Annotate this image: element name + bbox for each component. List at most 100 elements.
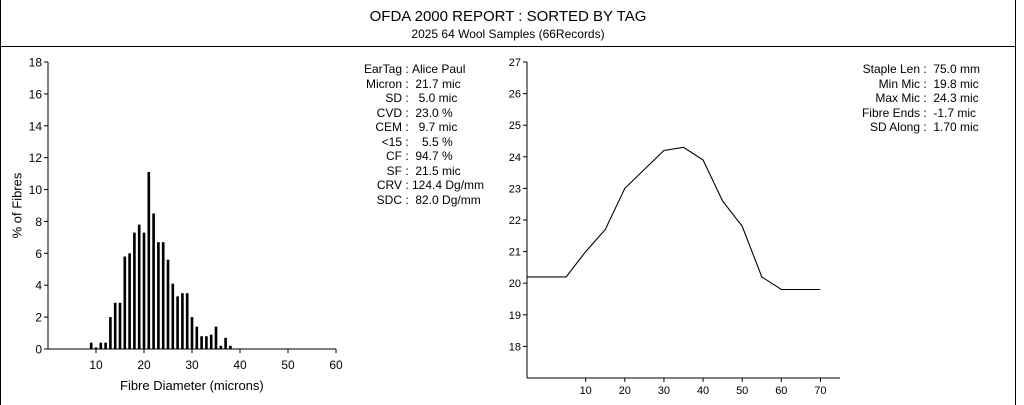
fibre-stat-label: CF: [386, 149, 402, 163]
histogram-bar: [99, 342, 103, 349]
histogram-bar: [181, 293, 184, 349]
histogram-y-tick-label: 8: [35, 215, 42, 229]
histogram-bar: [157, 242, 160, 349]
profile-x-tick-label: 30: [658, 385, 670, 397]
staple-stat-separator: :: [923, 76, 927, 91]
histogram-y-tick-label: 16: [29, 87, 43, 101]
histogram-bar: [123, 256, 127, 349]
fibre-stat-value: 21.5 mic: [412, 163, 461, 178]
histogram-y-tick-label: 4: [35, 279, 42, 293]
fibre-stat-value: 21.7 mic: [412, 76, 461, 91]
histogram-bar: [176, 296, 179, 349]
fibre-stat-label: EarTag: [363, 62, 402, 76]
histogram-x-axis-label: Fibre Diameter (microns): [120, 378, 264, 393]
histogram-bar: [190, 317, 194, 349]
fibre-stat-row: SF: 21.5 mic: [340, 164, 484, 179]
fibre-stat-row: EarTag: Alice Paul: [340, 62, 484, 77]
histogram-y-tick-label: 18: [29, 56, 43, 70]
fibre-stat-label: SDC: [376, 192, 402, 207]
histogram-bar: [152, 213, 155, 349]
profile-y-tick-label: 27: [509, 57, 521, 69]
fibre-stat-value: 94.7 %: [412, 149, 453, 163]
profile-y-tick-label: 23: [509, 183, 521, 195]
histogram-x-tick-label: 50: [281, 358, 295, 372]
histogram-y-tick-label: 10: [29, 183, 43, 197]
profile-y-tick-label: 25: [509, 120, 521, 132]
fibre-stat-value: 124.4 Dg/mm: [412, 178, 485, 192]
profile-y-tick-label: 21: [509, 247, 521, 259]
histogram-bar: [219, 345, 223, 349]
fibre-stat-row: SD: 5.0 mic: [340, 91, 484, 106]
fibre-stat-row: CF: 94.7 %: [340, 149, 484, 164]
fibre-stat-row: CEM: 9.7 mic: [340, 120, 484, 135]
staple-stat-value: -1.7 mic: [930, 105, 977, 120]
histogram-x-tick-label: 20: [137, 358, 151, 372]
fibre-stat-separator: :: [405, 105, 409, 120]
fibre-stat-separator: :: [405, 178, 409, 192]
fibre-stat-row: <15: 5.5 %: [340, 135, 484, 150]
profile-y-tick-label: 22: [509, 215, 521, 227]
histogram-y-tick-label: 12: [29, 151, 43, 165]
staple-stat-value: 1.70 mic: [930, 120, 979, 134]
fibre-stat-row: SDC: 82.0 Dg/mm: [340, 193, 484, 208]
fibre-stat-row: Micron: 21.7 mic: [340, 77, 484, 92]
fibre-stat-separator: :: [405, 120, 409, 134]
report-subtitle: 2025 64 Wool Samples (66Records): [411, 27, 605, 41]
histogram-bar: [171, 283, 175, 349]
histogram-bar: [137, 224, 141, 349]
fibre-stat-value: 5.5 %: [412, 134, 453, 149]
histogram-bar: [104, 342, 107, 349]
profile-x-tick-label: 50: [736, 385, 748, 397]
histogram-bar: [214, 326, 218, 349]
histogram-x-tick-label: 10: [89, 358, 103, 372]
histogram-bar: [133, 232, 136, 349]
fibre-stat-value: Alice Paul: [412, 62, 466, 76]
histogram-bar: [185, 293, 189, 349]
staple-stat-row: Max Mic: 24.3 mic: [830, 91, 980, 106]
profile-x-tick-label: 40: [697, 385, 709, 397]
report-header: OFDA 2000 REPORT : SORTED BY TAG 2025 64…: [0, 0, 1016, 47]
histogram-x-tick-label: 30: [185, 358, 199, 372]
fibre-stat-value: 9.7 mic: [412, 120, 458, 134]
fibre-stat-separator: :: [405, 62, 409, 76]
histogram-bar: [166, 259, 170, 349]
staple-stat-separator: :: [923, 62, 927, 76]
histogram-bar: [205, 336, 208, 349]
histogram-bar: [200, 336, 203, 349]
staple-stat-value: 75.0 mm: [930, 62, 981, 76]
fibre-stat-row: CVD: 23.0 %: [340, 106, 484, 121]
histogram-x-tick-label: 40: [233, 358, 247, 372]
histogram-bar: [195, 326, 199, 349]
histogram-bar: [229, 345, 232, 349]
histogram-chart: 0 2 4 6 8 10 12 14 16 18 10 20 30 40 50 60: [29, 56, 343, 373]
profile-y-tick-label: 26: [509, 89, 521, 101]
histogram-bar: [142, 232, 146, 349]
histogram-y-axis-label: % of Fibres: [9, 172, 25, 239]
staple-stat-label: Min Mic: [878, 76, 920, 91]
profile-y-tick-label: 20: [509, 278, 521, 290]
fibre-stat-separator: :: [405, 91, 409, 105]
histogram-bar: [147, 172, 151, 349]
histogram-bar: [113, 302, 117, 349]
fibre-stat-label: <15: [381, 134, 402, 149]
staple-stat-value: 19.8 mic: [930, 76, 979, 91]
staple-stat-label: Staple Len: [862, 62, 920, 76]
fibre-stat-separator: :: [405, 76, 409, 91]
histogram-y-tick-label: 6: [35, 247, 42, 261]
histogram-bar: [118, 302, 122, 349]
histogram-y-tick-label: 0: [35, 343, 42, 357]
profile-y-tick-label: 19: [509, 310, 521, 322]
staple-stats-panel: Staple Len: 75.0 mm Min Mic: 19.8 mic Max …: [830, 62, 980, 135]
histogram-y-tick-label: 2: [35, 311, 42, 325]
fibre-stat-row: CRV:124.4 Dg/mm: [340, 178, 484, 193]
histogram-bar: [94, 347, 98, 349]
histogram-bar: [109, 317, 112, 349]
staple-stat-value: 24.3 mic: [930, 91, 979, 105]
staple-stat-row: Fibre Ends: -1.7 mic: [830, 106, 980, 121]
fibre-stat-label: SF: [386, 163, 402, 178]
profile-x-tick-label: 60: [775, 385, 787, 397]
profile-x-tick-label: 20: [619, 385, 631, 397]
fibre-stat-separator: :: [405, 134, 409, 149]
